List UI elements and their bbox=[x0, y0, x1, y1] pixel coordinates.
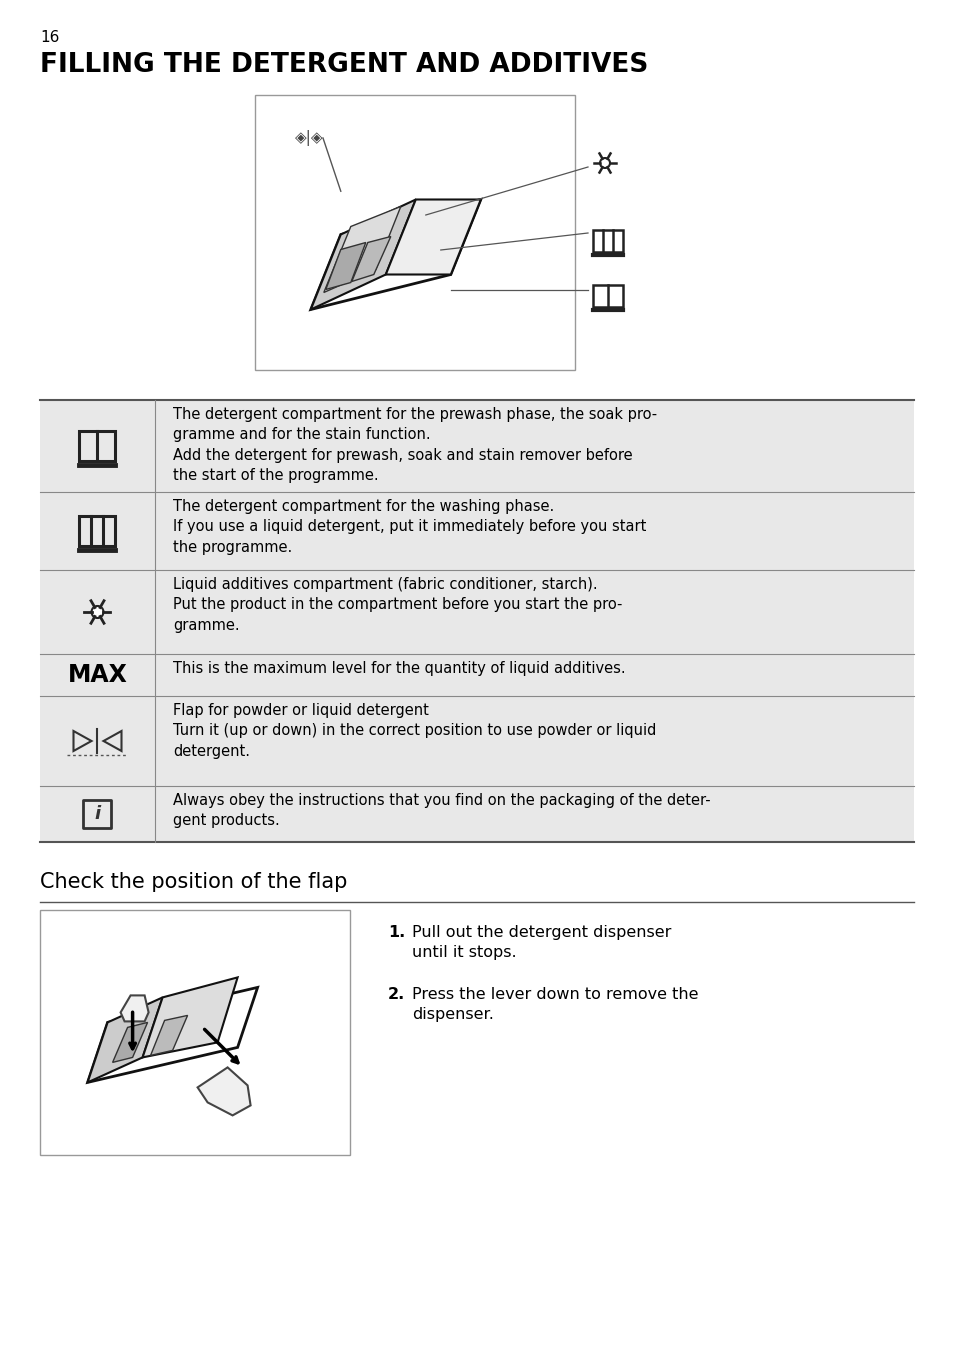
Text: FILLING THE DETERGENT AND ADDITIVES: FILLING THE DETERGENT AND ADDITIVES bbox=[40, 51, 648, 78]
Bar bbox=[40, 400, 913, 842]
Bar bbox=[254, 95, 575, 370]
Text: 16: 16 bbox=[40, 30, 59, 45]
Bar bbox=[79, 431, 115, 461]
Text: 2.: 2. bbox=[388, 987, 405, 1002]
Bar bbox=[40, 910, 350, 1155]
Text: The detergent compartment for the prewash phase, the soak pro-
gramme and for th: The detergent compartment for the prewas… bbox=[172, 407, 657, 483]
Circle shape bbox=[599, 158, 609, 168]
Polygon shape bbox=[326, 242, 365, 289]
Polygon shape bbox=[311, 200, 416, 310]
Polygon shape bbox=[120, 995, 149, 1021]
Bar bbox=[79, 516, 115, 546]
Polygon shape bbox=[352, 237, 391, 281]
Polygon shape bbox=[112, 1022, 148, 1063]
Polygon shape bbox=[88, 998, 162, 1083]
Text: 1.: 1. bbox=[388, 925, 405, 940]
Bar bbox=[84, 800, 112, 827]
Polygon shape bbox=[385, 200, 480, 274]
Polygon shape bbox=[197, 1067, 251, 1115]
Polygon shape bbox=[323, 207, 400, 292]
Bar bbox=[593, 230, 622, 251]
Polygon shape bbox=[142, 977, 237, 1057]
Text: Press the lever down to remove the
dispenser.: Press the lever down to remove the dispe… bbox=[412, 987, 698, 1022]
Text: Flap for powder or liquid detergent
Turn it (up or down) in the correct position: Flap for powder or liquid detergent Turn… bbox=[172, 703, 656, 758]
Text: Always obey the instructions that you find on the packaging of the deter-
gent p: Always obey the instructions that you fi… bbox=[172, 794, 710, 829]
Text: This is the maximum level for the quantity of liquid additives.: This is the maximum level for the quanti… bbox=[172, 661, 625, 676]
Text: ◈|◈: ◈|◈ bbox=[294, 130, 323, 146]
Text: Liquid additives compartment (fabric conditioner, starch).
Put the product in th: Liquid additives compartment (fabric con… bbox=[172, 577, 621, 633]
Polygon shape bbox=[88, 987, 257, 1083]
Polygon shape bbox=[311, 200, 480, 310]
Polygon shape bbox=[151, 1015, 188, 1056]
Circle shape bbox=[91, 606, 103, 618]
Text: Pull out the detergent dispenser
until it stops.: Pull out the detergent dispenser until i… bbox=[412, 925, 671, 960]
Text: Check the position of the flap: Check the position of the flap bbox=[40, 872, 347, 892]
Text: The detergent compartment for the washing phase.
If you use a liquid detergent, : The detergent compartment for the washin… bbox=[172, 499, 646, 554]
Text: i: i bbox=[94, 804, 100, 823]
Bar bbox=[593, 285, 622, 307]
Text: MAX: MAX bbox=[68, 662, 128, 687]
